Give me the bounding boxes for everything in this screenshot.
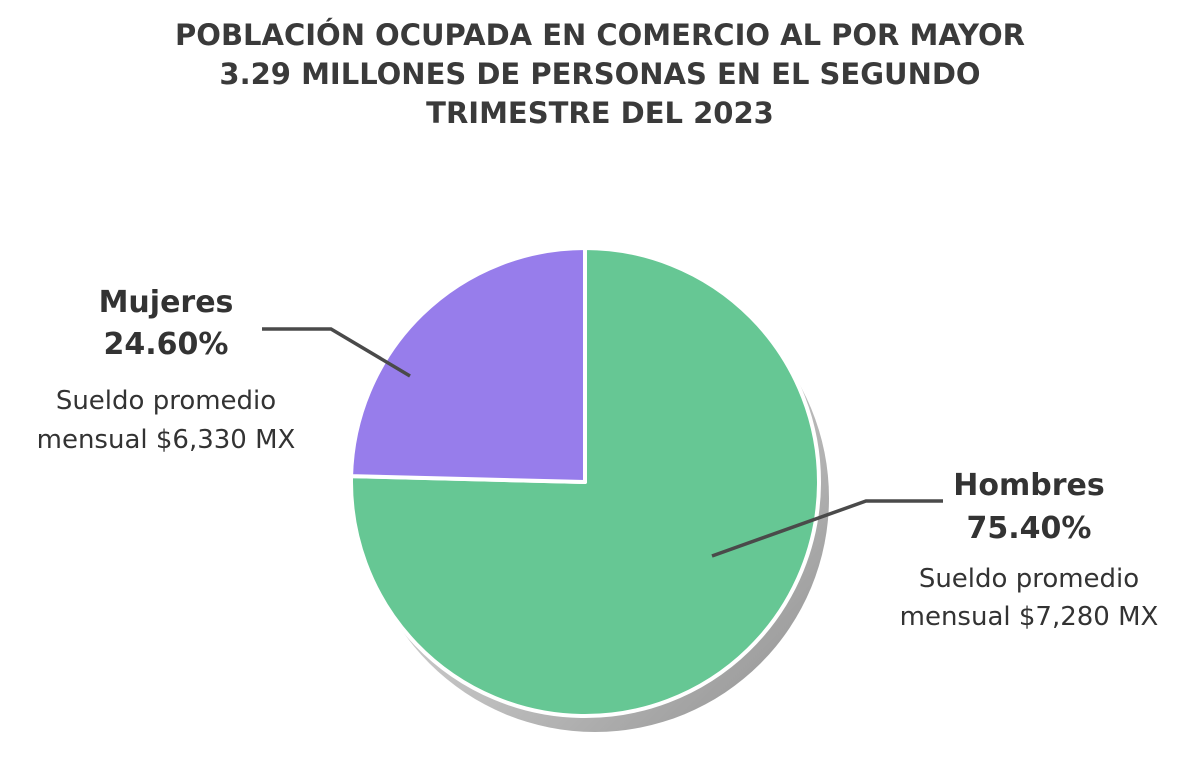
chart-title: POBLACIÓN OCUPADA EN COMERCIO AL POR MAY… bbox=[175, 18, 1025, 130]
slice-label-hombres: Hombres bbox=[953, 468, 1104, 503]
slice-note-mujeres-2: mensual $6,330 MX bbox=[37, 425, 296, 455]
slice-value-mujeres: 24.60% bbox=[104, 327, 229, 362]
slice-label-mujeres: Mujeres bbox=[99, 285, 234, 320]
label-mujeres: Mujeres 24.60% Sueldo promedio mensual $… bbox=[37, 285, 296, 455]
leader-line-hombres bbox=[711, 499, 943, 558]
chart-title-line-1: POBLACIÓN OCUPADA EN COMERCIO AL POR MAY… bbox=[175, 18, 1025, 52]
slice-note-mujeres-1: Sueldo promedio bbox=[56, 386, 276, 416]
pie-slice-mujeres bbox=[349, 246, 587, 484]
leader-line-mujeres bbox=[262, 327, 411, 378]
chart-title-line-3: TRIMESTRE DEL 2023 bbox=[426, 96, 774, 130]
chart-title-line-2: 3.29 MILLONES DE PERSONAS EN EL SEGUNDO bbox=[219, 57, 980, 91]
slice-value-hombres: 75.40% bbox=[967, 511, 1092, 546]
pie-layer bbox=[349, 246, 829, 732]
slice-note-hombres-1: Sueldo promedio bbox=[919, 564, 1139, 594]
slice-note-hombres-2: mensual $7,280 MX bbox=[900, 602, 1159, 632]
label-hombres: Hombres 75.40% Sueldo promedio mensual $… bbox=[900, 468, 1159, 632]
